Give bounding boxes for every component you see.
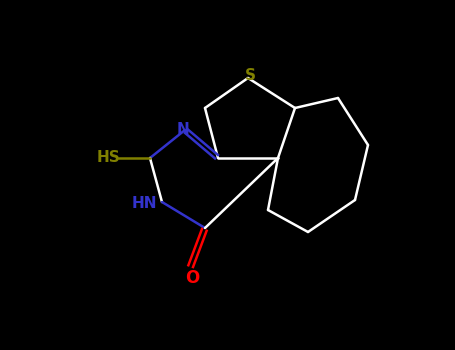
Text: S: S	[244, 69, 256, 84]
Text: HN: HN	[131, 196, 157, 211]
Text: O: O	[185, 269, 199, 287]
Text: HS: HS	[96, 149, 120, 164]
Text: N: N	[177, 121, 189, 136]
